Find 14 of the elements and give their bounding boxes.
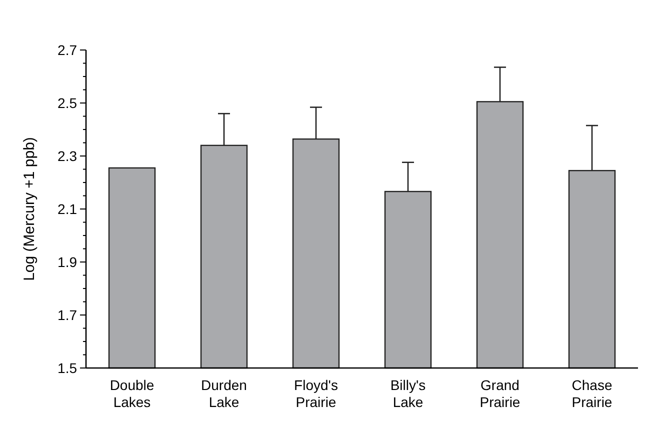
y-tick-label: 2.1 [58,200,78,217]
y-axis-title: Log (Mercury +1 ppb) [21,137,38,281]
y-tick-label: 1.5 [58,360,78,376]
x-tick-label: Double Lakes [110,377,154,410]
x-tick-label: Floyd's Prairie [294,377,338,410]
x-tick-label: Durden Lake [201,377,247,410]
y-tick-label: 1.9 [58,254,78,270]
x-tick-label: Chase Prairie [572,377,612,410]
y-tick-label: 2.3 [58,148,78,164]
y-tick-label: 2.7 [58,42,78,58]
x-tick-label: Grand Prairie [480,377,520,410]
x-tick-label: Billy's Lake [390,377,426,410]
y-tick-label: 1.7 [58,306,78,323]
y-tick-label: 2.5 [58,94,78,111]
